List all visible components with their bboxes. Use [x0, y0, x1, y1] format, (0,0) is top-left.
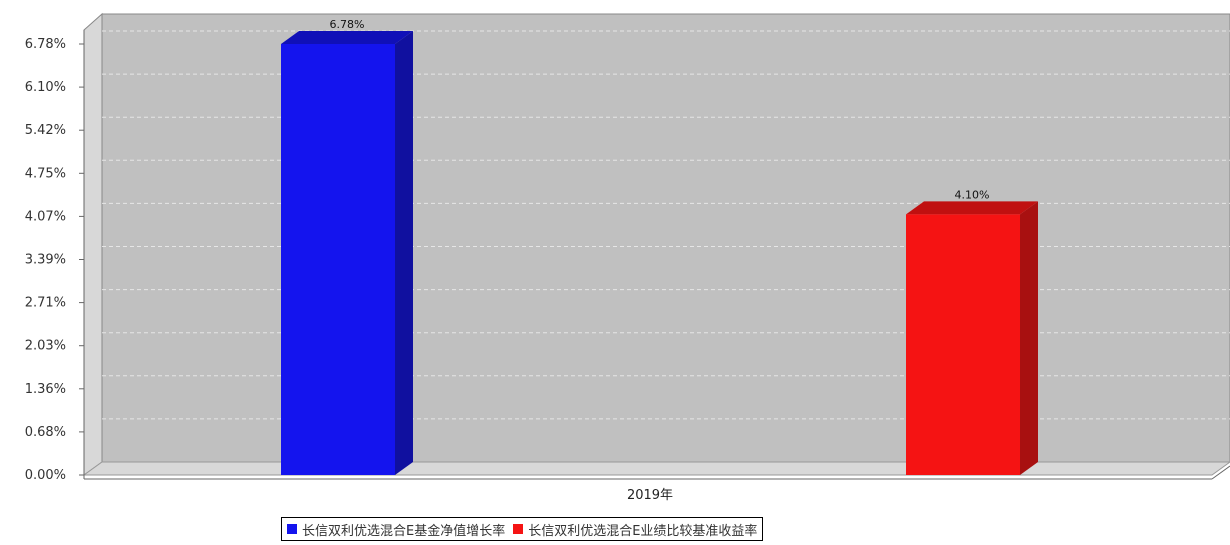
y-tick-label: 4.75%	[25, 166, 66, 181]
bar-chart: 0.00% 0.68% 1.36% 2.03% 2.71% 3.39% 4.07% 4.75%…	[25, 12, 1230, 503]
plot-background	[101, 13, 1230, 463]
legend-label-nav-growth: 长信双利优选混合E基金净值增长率	[302, 523, 506, 539]
y-tick-label: 2.03%	[25, 339, 66, 354]
y-tick-label: 4.07%	[25, 209, 66, 224]
bar	[906, 214, 1020, 475]
legend-item-benchmark: 长信双利优选混合E业绩比较基准收益率	[513, 520, 757, 539]
legend-item-nav-growth: 长信双利优选混合E基金净值增长率	[287, 520, 505, 539]
legend-swatch-blue	[287, 524, 297, 534]
y-tick-label: 2.71%	[25, 296, 66, 311]
gridlines	[102, 30, 1230, 420]
bar-side	[395, 31, 413, 475]
y-tick-label: 1.36%	[25, 382, 66, 397]
plot-floor	[82, 461, 1230, 476]
y-tick-label: 0.68%	[25, 425, 66, 440]
bars: 6.78% 4.10%	[281, 18, 1038, 475]
legend-swatch-red	[513, 524, 524, 534]
x-axis-edge	[1211, 465, 1230, 480]
y-tick-label: 6.78%	[25, 37, 66, 52]
y-tick-label: 6.10%	[25, 80, 66, 95]
legend: 长信双利优选混合E基金净值增长率 长信双利优选混合E业绩比较基准收益率	[281, 517, 764, 541]
legend-label-benchmark: 长信双利优选混合E业绩比较基准收益率	[528, 523, 758, 539]
bar	[281, 44, 395, 475]
bar-top	[281, 31, 413, 44]
y-tick-label: 0.00%	[25, 468, 66, 483]
bar-value-label: 6.78%	[330, 18, 365, 31]
y-axis-ticks: 0.00% 0.68% 1.36% 2.03% 2.71% 3.39% 4.07% 4.75%…	[25, 30, 85, 483]
bar-value-label: 4.10%	[955, 188, 990, 201]
y-tick-label: 3.39%	[25, 253, 66, 268]
plot-left-wall	[83, 12, 103, 476]
bar-side	[1020, 201, 1038, 475]
bar-top	[906, 201, 1038, 215]
x-category-label: 2019年	[627, 488, 673, 503]
y-tick-label: 5.42%	[25, 123, 66, 138]
